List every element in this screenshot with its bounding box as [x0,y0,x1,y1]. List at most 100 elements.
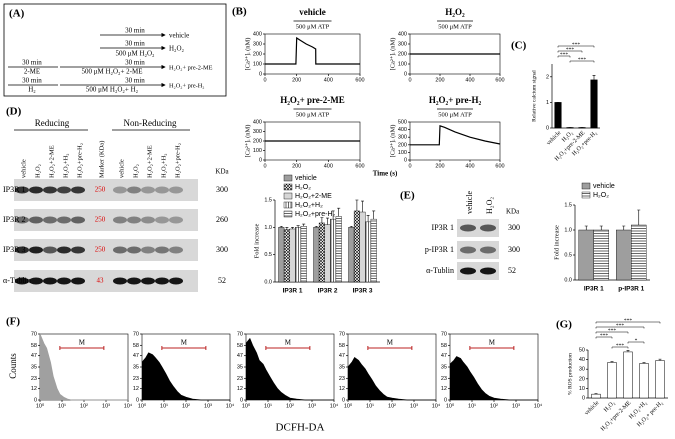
error-bar [296,225,300,228]
y-tick-label: 50 [579,347,585,353]
y-tick-label: 35 [339,364,345,370]
lane-label: Marker (KDa) [98,141,105,178]
x-tick-label: 10⁴ [432,402,441,409]
x-tick-label: 600 [495,77,504,83]
group-name: vehicle [169,32,189,40]
legend-label: vehicle [593,183,615,190]
x-tick-label: 10² [388,403,396,409]
gate [161,346,207,350]
kda-value: 300 [508,223,520,232]
panel-label: (D) [6,106,22,118]
significance-label: * [635,338,638,344]
band [57,186,71,194]
y-tick-label: 35 [237,364,243,370]
y-tick-label: 400 [398,31,407,37]
group-header: Reducing [35,118,70,128]
y-tick-label: 300 [398,41,407,47]
bar [348,227,355,283]
y-tick-label: 0 [404,157,407,163]
bar [370,218,377,283]
band [141,216,155,224]
marker-size: 43 [97,277,105,285]
gate-label: M [79,339,86,347]
row-label: IP3R 3 [3,245,25,254]
significance-bracket [595,326,645,329]
legend-swatch [283,210,293,218]
histogram-line [245,337,334,401]
band [71,216,85,224]
row-label: α-Tublin [426,266,454,275]
band [29,277,43,285]
chart-title: H₂O₂ [445,7,465,17]
error-bar [361,200,364,213]
significance-label: *** [560,52,569,58]
y-tick-label: 100 [398,150,407,156]
panel-label: (C) [511,40,527,52]
row-label: IP3R 1 [3,185,25,194]
significance-bracket [557,55,571,58]
panel-label: (E) [400,190,415,202]
band [57,216,71,224]
x-tick-label: H₂O₂ [603,400,616,413]
band [57,277,71,285]
blot-row [457,262,499,280]
y-tick-label: 0 [444,397,447,403]
y-tick-label: 58 [339,343,345,349]
y-tick-label: 23 [133,376,139,382]
y-tick-label: 12 [441,386,447,392]
significance-label: *** [616,343,625,349]
band [127,277,141,285]
area-fill [348,357,436,400]
marker-size: 250 [95,216,106,224]
bar [278,227,285,283]
y-tick-label: 1.0 [564,227,572,233]
x-tick-label: 200 [435,77,444,83]
error-bar [349,225,353,228]
bar [318,222,325,283]
y-tick-label: 100 [253,148,262,154]
step-time: 30 min [125,59,145,67]
error-bar [326,217,329,225]
y-tick-label: 40 [579,357,585,363]
gate [265,346,311,350]
y-tick-label: 12 [133,386,139,392]
lane-label: H₂O₂+H₂ [160,153,167,178]
lane-label: H₂O₂+2-ME [48,145,55,178]
significance-label: *** [608,328,617,334]
band [141,246,155,254]
annotation: 500 μM ATP [438,23,472,30]
x-tick-label: 0 [408,77,411,83]
band [169,277,183,285]
legend-label: H₂O₂ [295,184,311,191]
x-tick-label: 0 [408,163,411,169]
y-tick-label: 58 [441,343,447,349]
error-bar [291,227,294,229]
x-tick-label: 200 [292,163,301,169]
bar [578,229,594,281]
x-tick-label: 10⁰ [344,402,353,409]
x-tick-label: IP3R 1 [584,286,604,293]
bar [639,363,649,399]
kda-value: 52 [218,276,226,285]
y-tick-label: 0 [259,71,262,77]
legend-swatch [283,201,293,209]
bar [616,229,632,281]
y-tick-label: 58 [133,343,139,349]
band [155,216,169,224]
lane-label: H₂O₂+2-ME [146,145,153,178]
y-tick-label: 0 [259,157,262,163]
histogram-line [449,356,538,401]
legend-label: H₂O₂+pre-H₂ [295,211,336,218]
y-tick-label: 400 [253,31,262,37]
error-bar [331,210,335,220]
y-tick-label: 0 [342,397,345,403]
error-bar [337,207,341,217]
row-label: IP3R 2 [3,215,25,224]
row-label: p-IP3R 1 [425,245,454,254]
error-bar [592,74,596,80]
treatment: 500 μM H₂O₂+ H₂ [86,86,139,94]
lane-label: H₂O₂ [485,197,494,214]
band [141,277,155,285]
error-bar [314,225,318,228]
band [29,246,43,254]
